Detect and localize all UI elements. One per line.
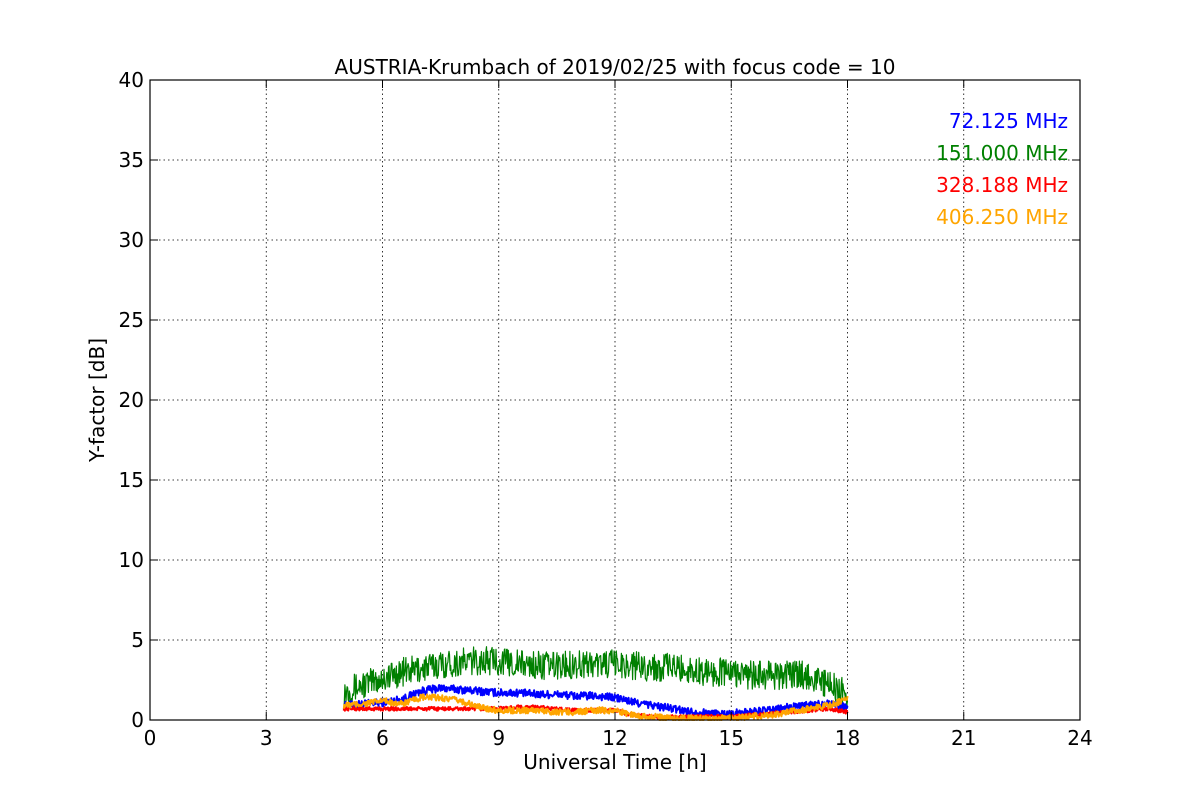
y-tick-label: 25 (119, 308, 144, 332)
x-axis-title: Universal Time [h] (523, 750, 706, 774)
x-tick-label: 9 (492, 726, 505, 750)
x-tick-label: 0 (144, 726, 157, 750)
x-tick-label: 12 (602, 726, 627, 750)
y-tick-label: 0 (131, 708, 144, 732)
series-line (343, 646, 849, 708)
series-line (342, 693, 849, 721)
x-tick-label: 15 (719, 726, 744, 750)
legend: 72.125 MHz 151.000 MHz 328.188 MHz 406.250 … (936, 109, 1068, 229)
legend-entry: 406.250 MHz (936, 205, 1068, 229)
y-tick-label: 30 (119, 228, 144, 252)
grid (150, 80, 1080, 720)
y-tick-label: 40 (119, 68, 144, 92)
y-tick-label: 5 (131, 628, 144, 652)
series-line (342, 684, 849, 719)
legend-entry: 328.188 MHz (936, 173, 1068, 197)
y-tick-label: 15 (119, 468, 144, 492)
chart-title: AUSTRIA-Krumbach of 2019/02/25 with focu… (335, 55, 896, 79)
legend-entry: 151.000 MHz (936, 141, 1068, 165)
legend-entry: 72.125 MHz (949, 109, 1068, 133)
x-tick-label: 3 (260, 726, 273, 750)
ticks: 0 3 6 9 12 15 18 21 24 0 5 10 15 20 25 30 35 40 (119, 68, 1093, 750)
x-tick-label: 24 (1067, 726, 1092, 750)
x-tick-label: 18 (835, 726, 860, 750)
y-tick-label: 35 (119, 148, 144, 172)
y-tick-label: 10 (119, 548, 144, 572)
x-tick-label: 21 (951, 726, 976, 750)
x-tick-label: 6 (376, 726, 389, 750)
series-layer (342, 646, 849, 721)
y-tick-label: 20 (119, 388, 144, 412)
y-axis-title: Y-factor [dB] (85, 338, 109, 463)
